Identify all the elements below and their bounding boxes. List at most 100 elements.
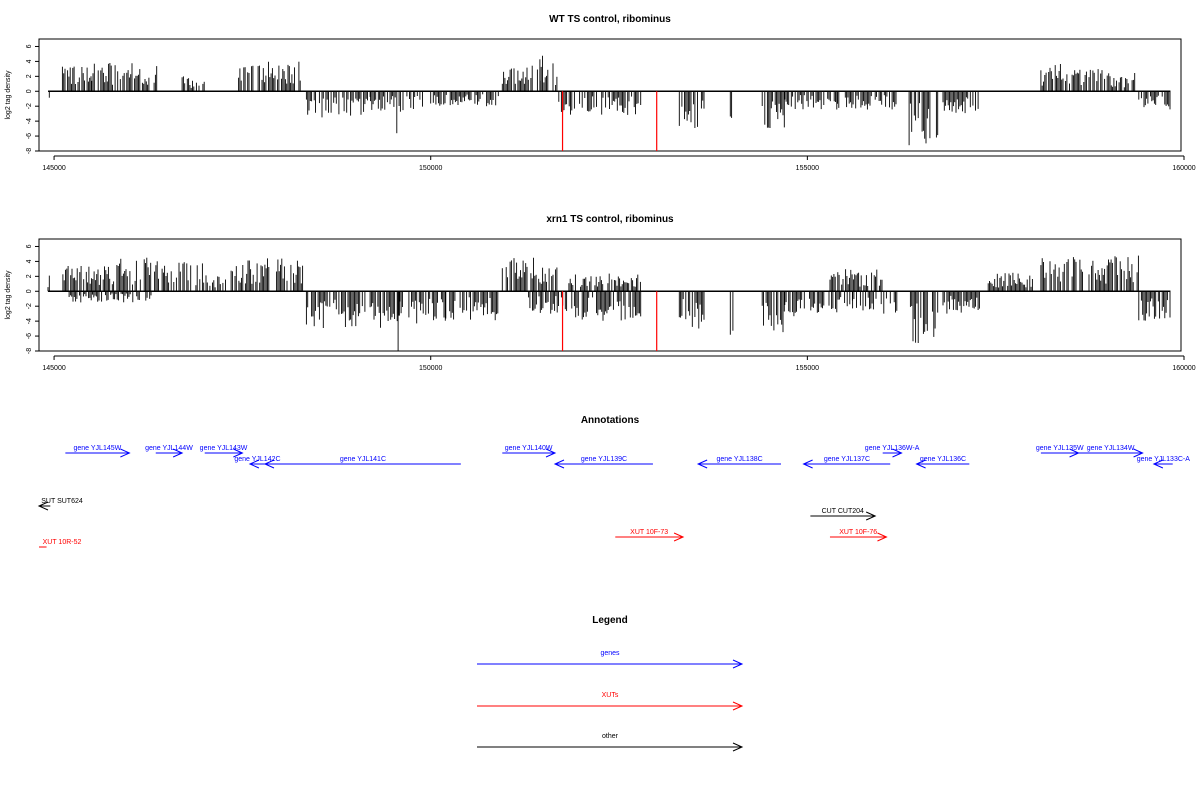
xrn1-density-segment xyxy=(942,291,980,314)
xrn1-x-tick-label: 150000 xyxy=(419,365,442,372)
xrn1-density-segment xyxy=(829,269,883,292)
feature-arrowhead xyxy=(172,448,184,458)
feature-label: XUT 10F-73 xyxy=(630,529,668,536)
feature-genes: gene YJL136W-A xyxy=(865,445,920,458)
wt-panel-title: WT TS control, ribominus xyxy=(549,14,671,25)
wt-density-segment xyxy=(1138,91,1171,110)
wt-density-segment xyxy=(91,63,158,92)
wt-x-tick-label: 160000 xyxy=(1172,165,1195,172)
feature-label: gene YJL142C xyxy=(234,456,280,463)
feature-arrowhead xyxy=(1069,448,1080,458)
feature-arrowhead xyxy=(553,459,565,469)
wt-density-segment xyxy=(298,61,301,92)
xrn1-x-tick-label: 155000 xyxy=(796,365,819,372)
legend-item-other: other xyxy=(477,733,744,752)
feature-arrowhead xyxy=(233,448,244,458)
wt-density-segment xyxy=(1108,73,1136,92)
wt-density-segment xyxy=(784,91,838,110)
wt-y-tick-label: -2 xyxy=(26,103,33,109)
xrn1-density-bars xyxy=(47,255,1171,351)
feature-label: SUT SUT624 xyxy=(41,498,83,505)
xrn1-y-tick-label: -8 xyxy=(26,348,33,354)
wt-density-panel: WT TS control, ribominus log2 tag densit… xyxy=(5,14,1196,172)
feature-genes: gene YJL139C xyxy=(553,456,653,469)
legend-arrowhead xyxy=(732,701,744,711)
xrn1-density-segment xyxy=(784,291,853,317)
xrn1-y-tick-label: -6 xyxy=(26,333,33,339)
feature-label: gene YJL138C xyxy=(716,456,762,463)
xrn1-y-tick-label: -4 xyxy=(26,318,33,324)
xrn1-density-segment xyxy=(161,262,205,292)
xrn1-density-segment xyxy=(47,275,50,292)
xrn1-density-segment xyxy=(230,258,304,292)
feature-arrowhead xyxy=(1133,448,1144,458)
xrn1-y-tick-label: 4 xyxy=(26,259,33,263)
feature-label: gene YJL135W xyxy=(1036,445,1084,452)
wt-density-segment xyxy=(729,91,733,118)
feature-label: XUT 10R-52 xyxy=(43,539,82,546)
feature-genes: gene YJL133C-A xyxy=(1137,456,1191,469)
feature-label: gene YJL144W xyxy=(145,445,193,452)
wt-y-tick-label: -6 xyxy=(26,133,33,139)
feature-label: gene YJL137C xyxy=(824,456,870,463)
xrn1-y-tick-label: 0 xyxy=(26,289,33,293)
xrn1-y-axis: 6 4 2 0 -2 -4 -6 -8 xyxy=(26,244,39,354)
feature-XUTs: XUT 10F-73 xyxy=(615,529,685,542)
feature-label: gene YJL134W xyxy=(1087,445,1135,452)
wt-density-segment xyxy=(430,91,499,107)
xrn1-density-segment xyxy=(761,291,785,333)
xrn1-density-segment xyxy=(305,291,385,328)
feature-genes: gene YJL137C xyxy=(802,456,891,469)
legend-label: other xyxy=(602,733,619,740)
feature-label: CUT CUT204 xyxy=(822,508,864,515)
xrn1-plot-frame xyxy=(38,238,1182,352)
feature-arrowhead xyxy=(877,532,888,542)
wt-density-segment xyxy=(305,91,371,118)
wt-density-segment xyxy=(238,61,295,92)
xrn1-marker-lines xyxy=(561,291,658,351)
feature-arrowhead xyxy=(1152,459,1164,469)
xrn1-density-segment xyxy=(852,291,898,314)
wt-density-segment xyxy=(539,55,543,92)
xrn1-density-segment xyxy=(1138,291,1171,321)
wt-x-tick-label: 145000 xyxy=(42,165,65,172)
legend-items: genes XUTs other xyxy=(477,650,744,752)
feature-genes: gene YJL141C xyxy=(263,456,461,469)
legend-item-genes: genes xyxy=(477,650,744,669)
feature-other: CUT CUT204 xyxy=(810,508,877,521)
feature-arrowhead xyxy=(248,459,260,469)
xrn1-density-segment xyxy=(68,291,152,303)
feature-arrowhead xyxy=(892,448,903,458)
xrn1-density-segment xyxy=(116,257,159,292)
wt-density-segment xyxy=(761,91,785,128)
feature-genes: gene YJL143W xyxy=(200,445,248,458)
feature-label: XUT 10F-76 xyxy=(839,529,877,536)
wt-plot-frame xyxy=(38,38,1182,152)
feature-genes: gene YJL144W xyxy=(145,445,193,458)
xrn1-density-segment xyxy=(909,291,939,343)
xrn1-y-tick-label: -2 xyxy=(26,303,33,309)
legend-item-XUTs: XUTs xyxy=(477,692,744,711)
wt-x-axis: 145000 150000 155000 160000 xyxy=(42,155,1196,172)
feature-label: gene YJL136C xyxy=(920,456,966,463)
wt-density-segment xyxy=(370,91,423,112)
wt-marker-lines xyxy=(561,91,658,151)
feature-label: gene YJL141C xyxy=(340,456,386,463)
wt-y-tick-label: -4 xyxy=(26,118,33,124)
xrn1-density-segment xyxy=(560,291,642,321)
feature-arrowhead xyxy=(37,501,49,511)
feature-genes: gene YJL140W xyxy=(502,445,557,458)
wt-density-segment xyxy=(942,91,979,114)
feature-label: gene YJL136W-A xyxy=(865,445,920,452)
feature-label: gene YJL133C-A xyxy=(1137,456,1191,463)
wt-density-segment xyxy=(558,91,642,115)
feature-XUTs: XUT 10F-76 xyxy=(829,529,888,542)
xrn1-density-segment xyxy=(678,291,705,329)
annotations-panel: Annotations gene YJL145W gene YJL144W gene… xyxy=(37,415,1191,548)
xrn1-density-panel: xrn1 TS control, ribominus log2 tag dens… xyxy=(5,214,1196,372)
feature-genes: gene YJL136C xyxy=(915,456,970,469)
xrn1-density-segment xyxy=(568,273,641,292)
wt-density-segment xyxy=(678,91,705,128)
xrn1-density-segment xyxy=(501,257,558,292)
feature-arrowhead xyxy=(120,448,131,458)
